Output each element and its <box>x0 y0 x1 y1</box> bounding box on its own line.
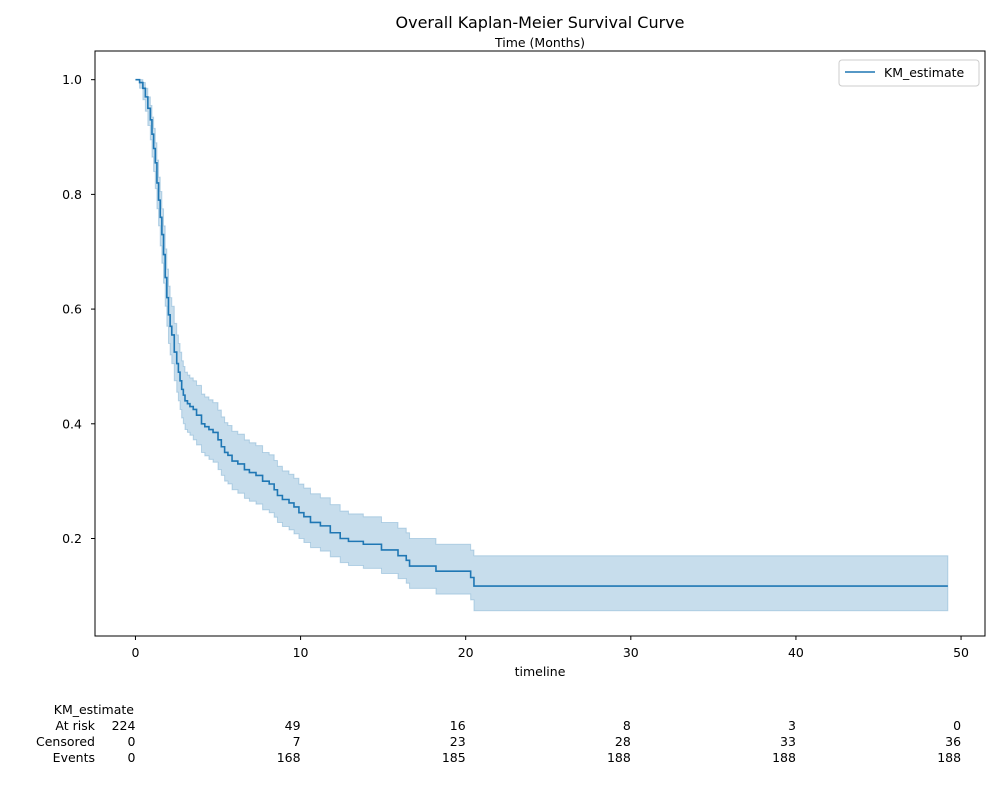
at-risk-cell: 33 <box>780 734 796 749</box>
at-risk-cell: 188 <box>607 750 631 765</box>
x-tick-label: 50 <box>953 645 969 660</box>
at-risk-cell: 0 <box>128 734 136 749</box>
at-risk-cell: 0 <box>128 750 136 765</box>
at-risk-cell: 49 <box>285 718 301 733</box>
survival-line <box>135 78 948 587</box>
y-tick-label: 1.0 <box>62 72 82 87</box>
confidence-band-layer <box>135 79 949 612</box>
x-tick-label: 10 <box>293 645 309 660</box>
legend: KM_estimate <box>838 59 980 87</box>
at-risk-table-group-label: KM_estimate <box>54 702 135 717</box>
at-risk-row-label: Censored <box>36 734 95 749</box>
at-risk-cell: 8 <box>623 718 631 733</box>
at-risk-cell: 224 <box>112 718 136 733</box>
y-tick-label: 0.6 <box>62 302 82 317</box>
at-risk-cell: 16 <box>450 718 466 733</box>
at-risk-cell: 36 <box>945 734 961 749</box>
chart-title: Overall Kaplan-Meier Survival Curve <box>396 13 685 32</box>
confidence-band <box>135 79 949 612</box>
legend-box <box>838 59 980 87</box>
at-risk-cell: 168 <box>277 750 301 765</box>
y-tick-label: 0.4 <box>62 416 82 431</box>
at-risk-cell: 3 <box>788 718 796 733</box>
at-risk-cell: 28 <box>615 734 631 749</box>
plot-frame <box>94 50 986 637</box>
y-tick-label: 0.2 <box>62 531 82 546</box>
at-risk-row-label: Events <box>53 750 95 765</box>
x-axis-label: timeline <box>515 664 566 679</box>
x-axis: 0 10 20 30 40 50 <box>131 636 969 660</box>
x-tick-label: 30 <box>623 645 639 660</box>
y-axis: 0.2 0.4 0.6 0.8 1.0 <box>62 72 95 546</box>
at-risk-cell: 188 <box>937 750 961 765</box>
survival-line-layer <box>135 78 948 587</box>
at-risk-cell: 188 <box>772 750 796 765</box>
x-tick-label: 0 <box>131 645 139 660</box>
chart-subtitle: Time (Months) <box>494 35 585 50</box>
at-risk-row-label: At risk <box>55 718 95 733</box>
legend-label: KM_estimate <box>884 65 965 80</box>
at-risk-cell: 0 <box>953 718 961 733</box>
at-risk-cell: 185 <box>442 750 466 765</box>
x-tick-label: 20 <box>458 645 474 660</box>
at-risk-cell: 7 <box>293 734 301 749</box>
at-risk-cell: 23 <box>450 734 466 749</box>
y-tick-label: 0.8 <box>62 187 82 202</box>
x-tick-label: 40 <box>788 645 804 660</box>
